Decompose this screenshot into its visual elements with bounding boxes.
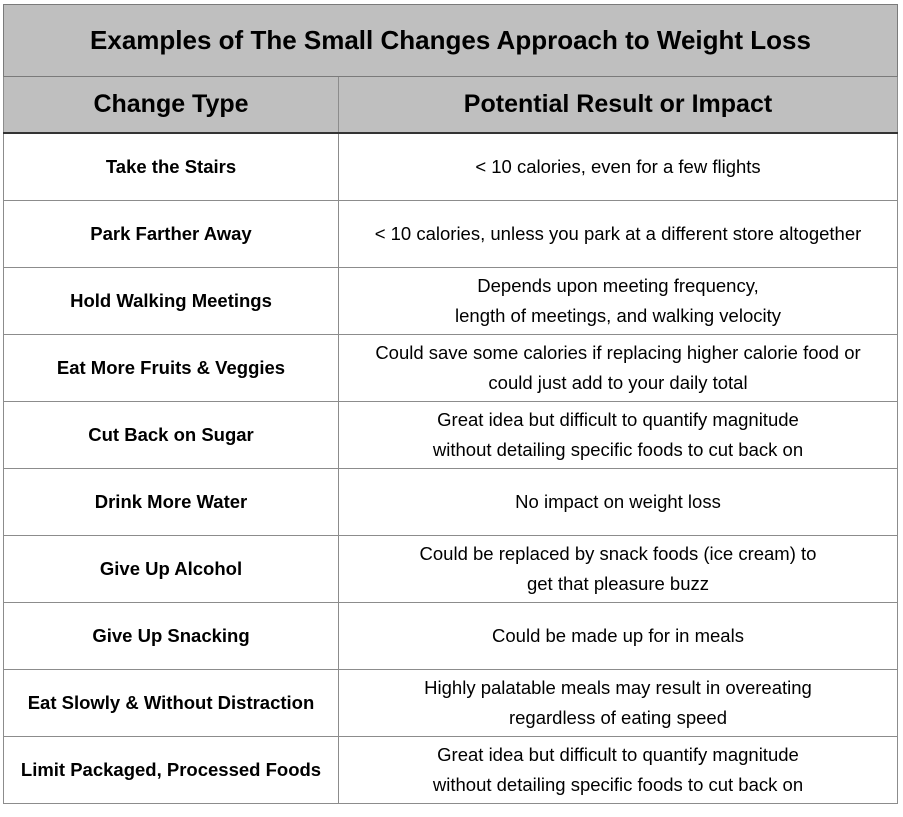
title-row: Examples of The Small Changes Approach t… [3, 4, 898, 77]
change-type-cell: Park Farther Away [3, 200, 339, 268]
table-row: Eat More Fruits & Veggies Could save some… [3, 334, 898, 402]
change-type-cell: Take the Stairs [3, 132, 339, 201]
change-type-cell: Eat Slowly & Without Distraction [3, 669, 339, 737]
small-changes-table: Examples of The Small Changes Approach t… [3, 4, 898, 804]
change-type-cell: Give Up Alcohol [3, 535, 339, 603]
impact-line: No impact on weight loss [515, 491, 721, 512]
impact-cell: Highly palatable meals may result in ove… [338, 669, 898, 737]
impact-line: without detailing specific foods to cut … [432, 774, 804, 795]
change-type-cell: Drink More Water [3, 468, 339, 536]
impact-line: < 10 calories, even for a few flights [475, 156, 761, 177]
impact-cell: < 10 calories, even for a few flights [338, 132, 898, 201]
impact-cell: Great idea but difficult to quantify mag… [338, 401, 898, 469]
impact-line: Could be replaced by snack foods (ice cr… [419, 543, 817, 564]
table-row: Take the Stairs < 10 calories, even for a… [3, 132, 898, 201]
impact-line: length of meetings, and walking velocity [455, 305, 781, 326]
table-body: Take the Stairs < 10 calories, even for a… [3, 132, 898, 804]
table-row: Park Farther Away < 10 calories, unless y… [3, 200, 898, 268]
table-row: Drink More Water No impact on weight loss [3, 468, 898, 536]
table-row: Eat Slowly & Without Distraction Highly p… [3, 669, 898, 737]
impact-line: regardless of eating speed [508, 707, 728, 728]
table-row: Give Up Snacking Could be made up for in … [3, 602, 898, 670]
table-row: Hold Walking Meetings Depends upon meetin… [3, 267, 898, 335]
impact-line: without detailing specific foods to cut … [432, 439, 804, 460]
impact-cell: No impact on weight loss [338, 468, 898, 536]
impact-cell: Depends upon meeting frequency, length of… [338, 267, 898, 335]
impact-line: Could be made up for in meals [492, 625, 744, 646]
table-row: Give Up Alcohol Could be replaced by snac… [3, 535, 898, 603]
impact-line: get that pleasure buzz [526, 573, 710, 594]
impact-cell: < 10 calories, unless you park at a diff… [338, 200, 898, 268]
impact-line: Highly palatable meals may result in ove… [424, 677, 812, 698]
impact-line: < 10 calories, unless you park at a diff… [374, 223, 862, 244]
impact-cell: Great idea but difficult to quantify mag… [338, 736, 898, 804]
change-type-cell: Limit Packaged, Processed Foods [3, 736, 339, 804]
table-row: Limit Packaged, Processed Foods Great ide… [3, 736, 898, 804]
column-header-potential-result: Potential Result or Impact [338, 76, 898, 134]
change-type-cell: Hold Walking Meetings [3, 267, 339, 335]
impact-line: Depends upon meeting frequency, [477, 275, 759, 296]
change-type-cell: Eat More Fruits & Veggies [3, 334, 339, 402]
weight-loss-table-container: Examples of The Small Changes Approach t… [3, 4, 898, 804]
impact-cell: Could be made up for in meals [338, 602, 898, 670]
impact-line: Could save some calories if replacing hi… [375, 342, 861, 363]
column-header-change-type: Change Type [3, 76, 339, 134]
table-title: Examples of The Small Changes Approach t… [3, 4, 898, 77]
impact-cell: Could be replaced by snack foods (ice cr… [338, 535, 898, 603]
impact-line: Great idea but difficult to quantify mag… [437, 409, 799, 430]
change-type-cell: Give Up Snacking [3, 602, 339, 670]
impact-cell: Could save some calories if replacing hi… [338, 334, 898, 402]
impact-line: could just add to your daily total [488, 372, 748, 393]
table-row: Cut Back on Sugar Great idea but difficul… [3, 401, 898, 469]
header-row: Change Type Potential Result or Impact [3, 76, 898, 134]
change-type-cell: Cut Back on Sugar [3, 401, 339, 469]
impact-line: Great idea but difficult to quantify mag… [437, 744, 799, 765]
